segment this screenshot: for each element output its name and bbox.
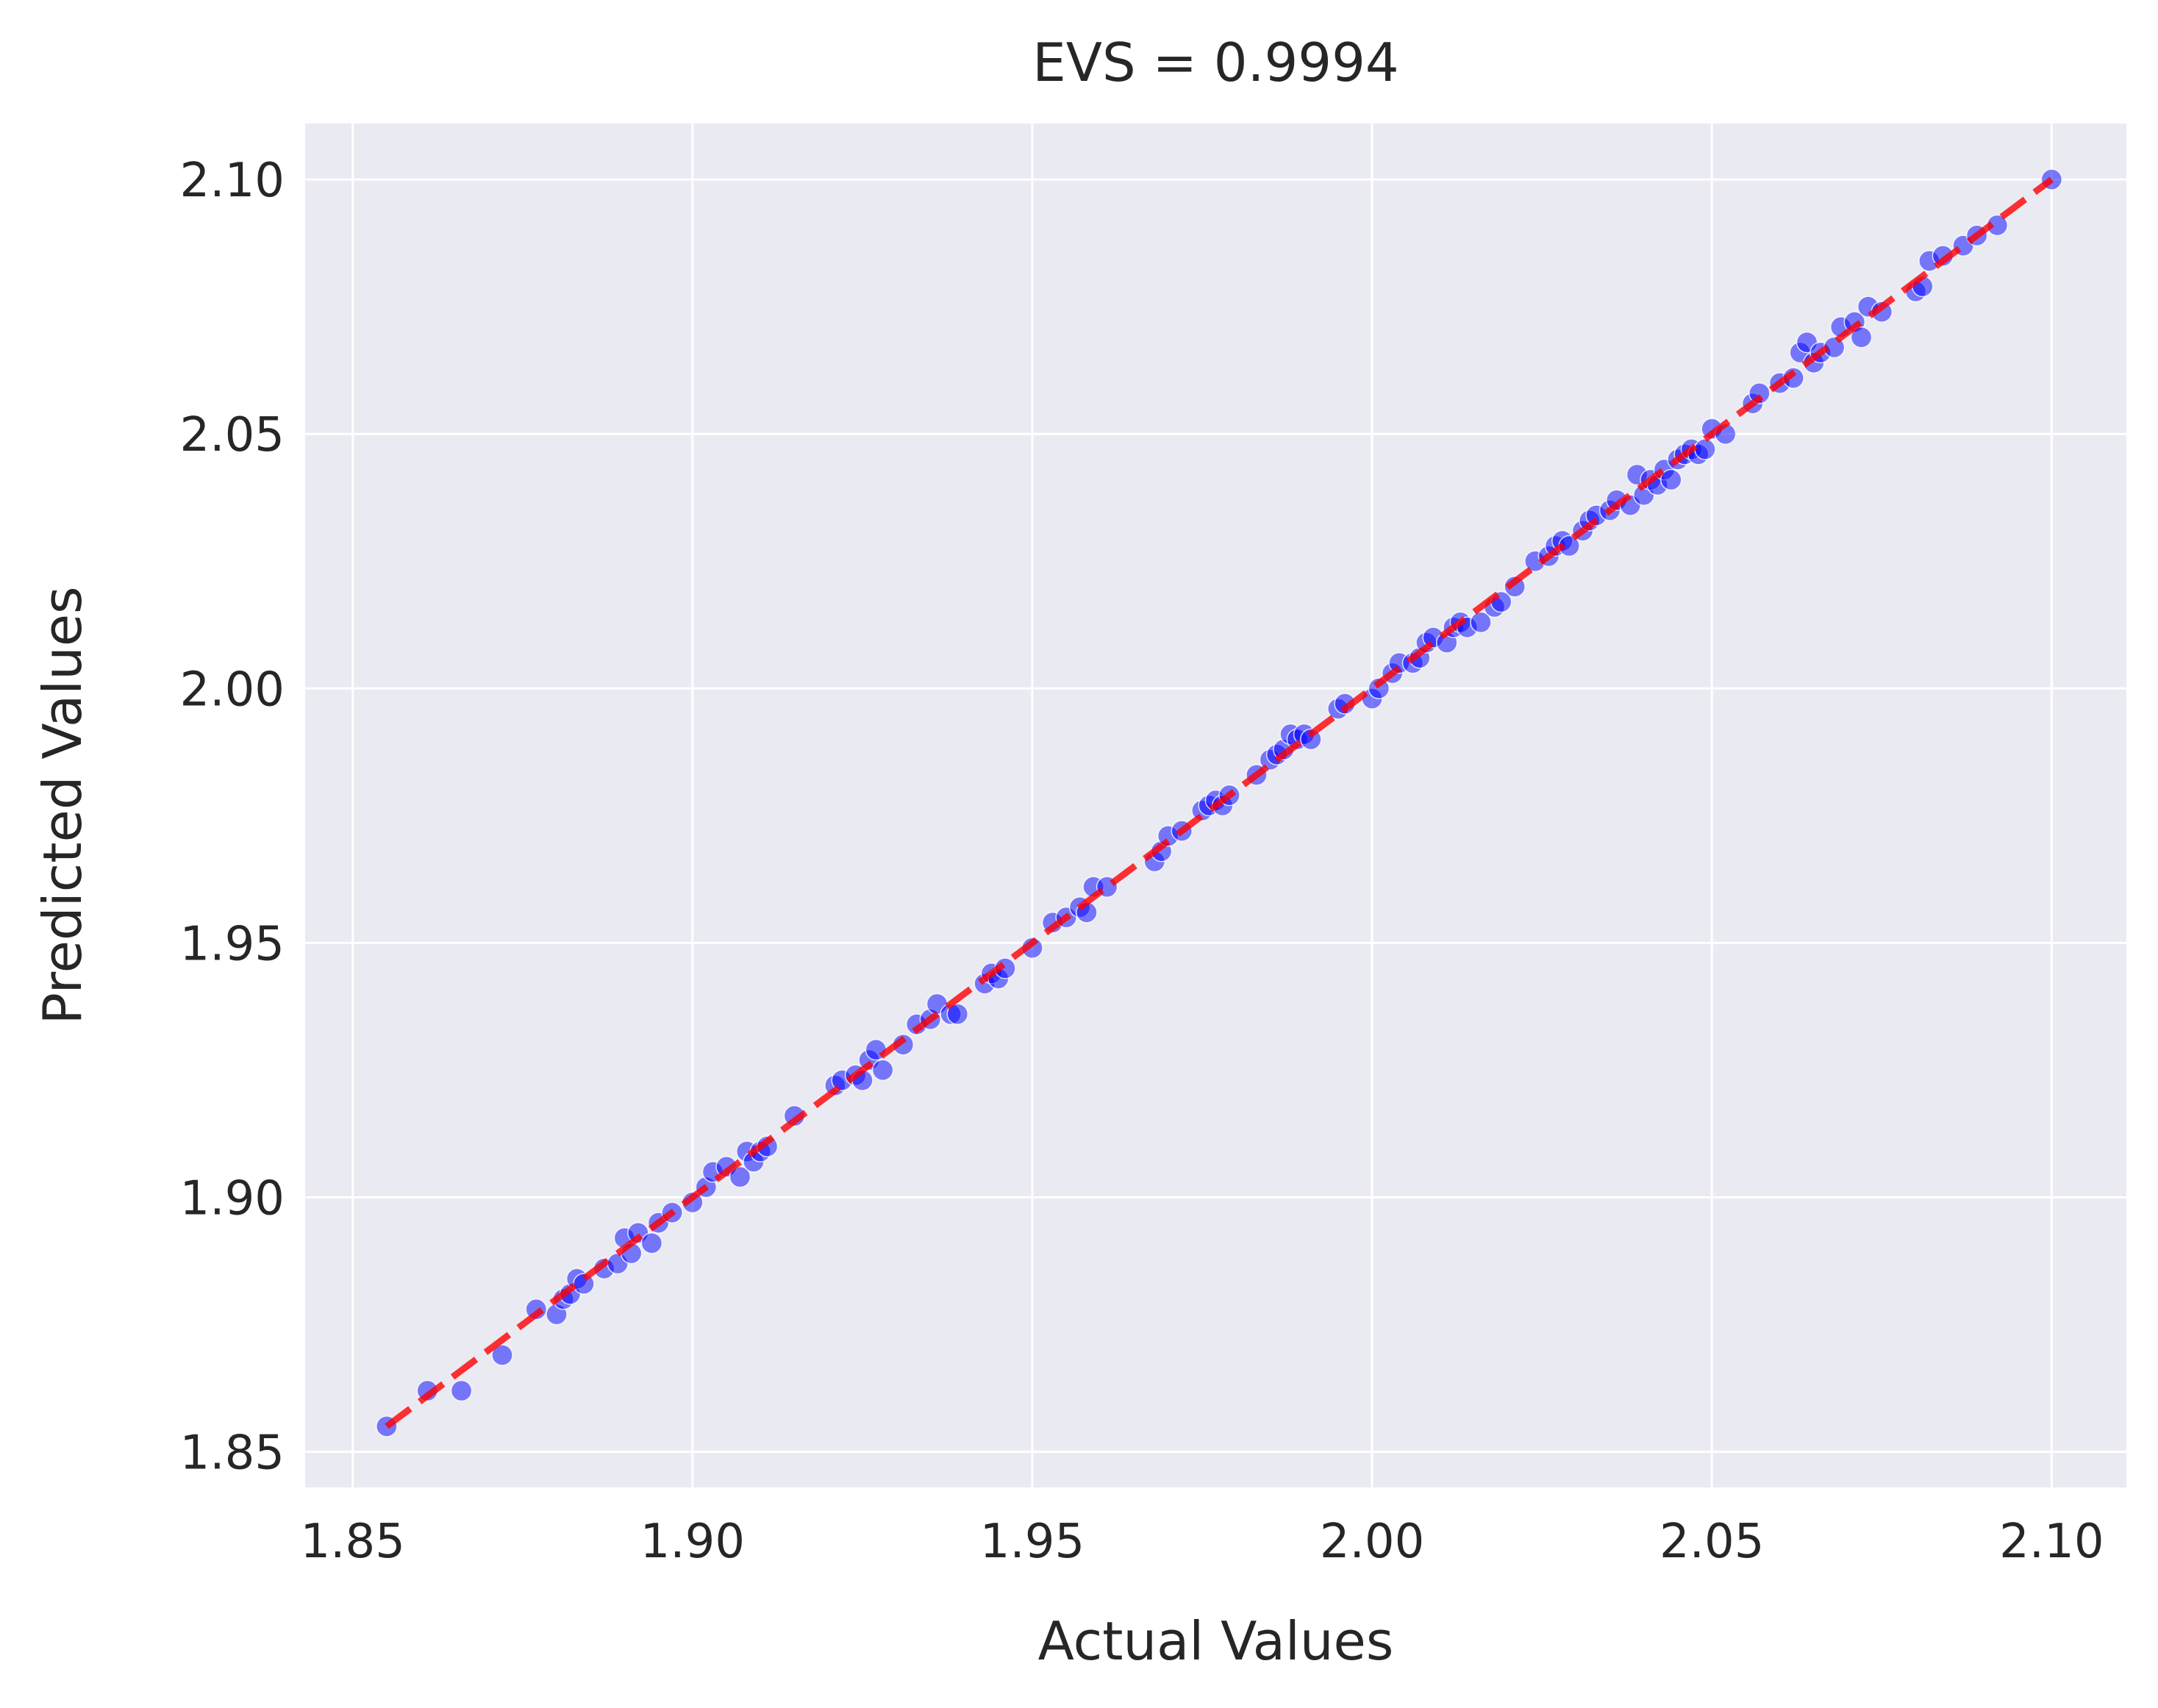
y-tick-label: 1.90 xyxy=(180,1171,285,1226)
y-tick-label: 1.95 xyxy=(180,917,285,971)
reference-line xyxy=(385,176,2054,1429)
data-point xyxy=(729,1166,751,1188)
data-point xyxy=(450,1379,473,1402)
y-axis-ticks: 1.85 1.90 1.95 2.00 2.05 2.10 xyxy=(180,154,285,1480)
data-point xyxy=(1694,438,1716,460)
x-axis-ticks: 1.85 1.90 1.95 2.00 2.05 2.10 xyxy=(300,1515,2104,1569)
y-tick-label: 1.85 xyxy=(180,1426,285,1481)
data-point xyxy=(871,1059,894,1082)
data-point xyxy=(946,1003,969,1026)
x-tick-label: 2.10 xyxy=(1999,1515,2104,1569)
y-tick-label: 2.00 xyxy=(180,662,285,717)
data-point xyxy=(640,1232,663,1254)
x-tick-label: 1.90 xyxy=(640,1515,746,1569)
y-tick-label: 2.05 xyxy=(180,408,285,462)
y-tick-label: 2.10 xyxy=(180,154,285,208)
chart-title: EVS = 0.9994 xyxy=(1032,32,1398,93)
data-point xyxy=(1660,468,1682,491)
grid-lines xyxy=(305,124,2126,1487)
y-axis-label: Predicted Values xyxy=(32,586,93,1024)
x-axis-label: Actual Values xyxy=(1038,1610,1394,1672)
data-point xyxy=(491,1344,513,1366)
x-tick-label: 1.85 xyxy=(300,1515,405,1569)
data-point xyxy=(1850,326,1873,349)
x-tick-label: 2.00 xyxy=(1320,1515,1425,1569)
x-tick-label: 2.05 xyxy=(1659,1515,1765,1569)
x-tick-label: 1.95 xyxy=(980,1515,1085,1569)
data-point xyxy=(1470,611,1492,634)
